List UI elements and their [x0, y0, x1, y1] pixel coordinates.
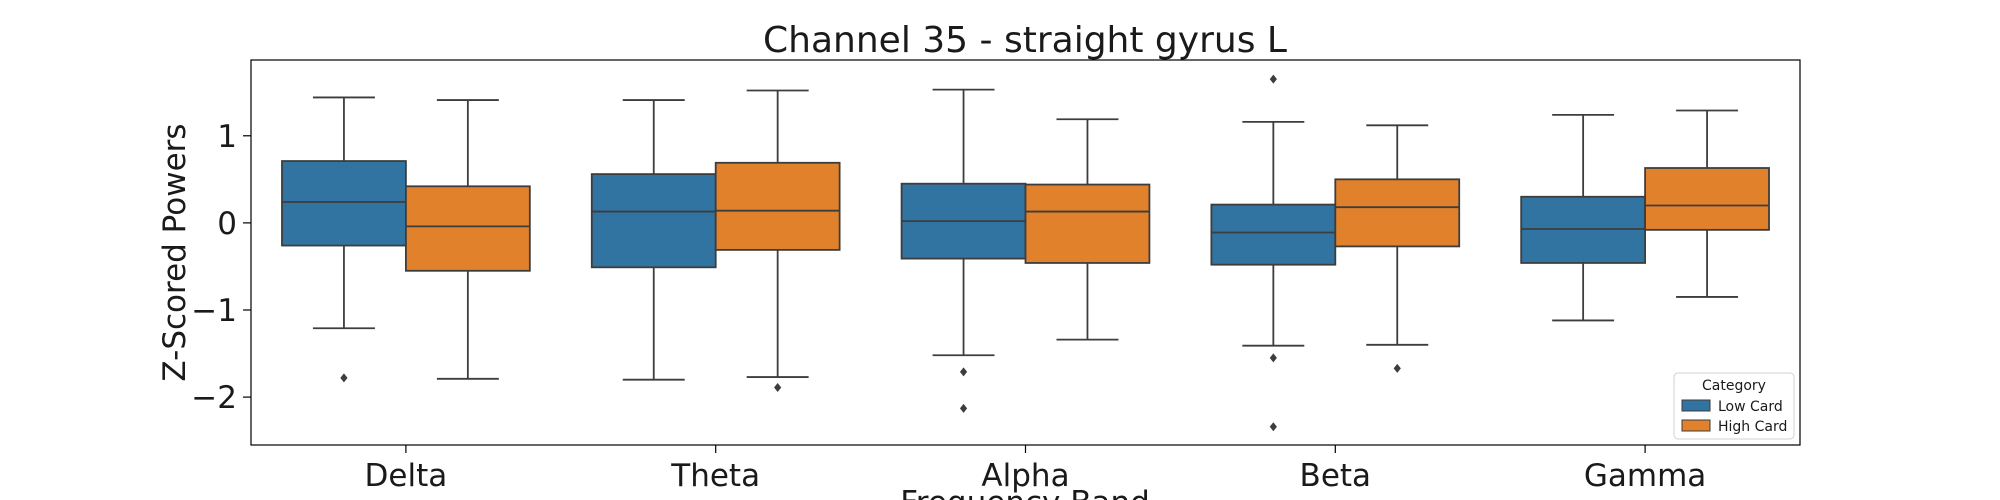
- legend-swatch-high-card: [1681, 419, 1711, 432]
- y-tick-label: −1: [191, 293, 237, 329]
- box-series: [281, 74, 1770, 432]
- x-axis-ticks: Delta Theta Alpha Beta Gamma: [365, 445, 1706, 494]
- outlier-point: [959, 367, 968, 377]
- outlier-point: [774, 383, 782, 393]
- iqr-box: [714, 161, 841, 251]
- outlier-point: [340, 373, 348, 383]
- iqr-box: [1334, 178, 1461, 248]
- box-low-card-alpha: [900, 88, 1027, 413]
- x-axis-label: Frequency Band: [900, 485, 1150, 500]
- box-low-card-beta: [1210, 74, 1337, 432]
- outlier-point: [1269, 422, 1277, 432]
- x-tick-label-delta: Delta: [365, 458, 448, 494]
- legend-swatch-low-card: [1681, 399, 1711, 412]
- iqr-box: [1024, 183, 1151, 264]
- y-axis-ticks: 1 0 −1 −2: [191, 119, 251, 416]
- legend-label-high-card: High Card: [1718, 419, 1787, 435]
- box-high-card-delta: [404, 99, 531, 380]
- iqr-box: [590, 173, 717, 269]
- box-high-card-alpha: [1024, 118, 1151, 341]
- x-tick-label-theta: Theta: [670, 458, 760, 494]
- box-high-card-gamma: [1644, 109, 1770, 298]
- iqr-box: [404, 185, 531, 272]
- iqr-box: [281, 160, 407, 247]
- box-high-card-beta: [1334, 124, 1461, 373]
- box-high-card-theta: [714, 89, 841, 393]
- outlier-point: [1269, 74, 1277, 84]
- y-tick-label: −2: [191, 380, 237, 416]
- box-low-card-delta: [281, 96, 407, 383]
- legend-label-low-card: Low Card: [1718, 399, 1783, 415]
- chart-title: Channel 35 - straight gyrus L: [763, 20, 1287, 61]
- y-tick-label: 0: [217, 206, 237, 242]
- plot-frame: [250, 59, 1801, 446]
- iqr-box: [1644, 167, 1770, 231]
- y-tick-label: 1: [217, 119, 237, 155]
- box-low-card-theta: [590, 99, 717, 381]
- box-low-card-gamma: [1520, 113, 1647, 322]
- legend-entries: Low Card High Card: [1681, 399, 1787, 435]
- outlier-point: [1269, 353, 1277, 363]
- outlier-point: [959, 403, 968, 413]
- outlier-point: [1393, 363, 1401, 373]
- x-tick-label-beta: Beta: [1300, 458, 1372, 494]
- iqr-box: [1210, 203, 1337, 266]
- x-tick-label-gamma: Gamma: [1584, 458, 1706, 494]
- x-tick-label-alpha: Alpha: [981, 458, 1069, 494]
- legend: Category Low Card High Card: [1673, 372, 1795, 440]
- y-axis-label: Z-Scored Powers: [157, 123, 193, 381]
- legend-title: Category: [1702, 378, 1766, 394]
